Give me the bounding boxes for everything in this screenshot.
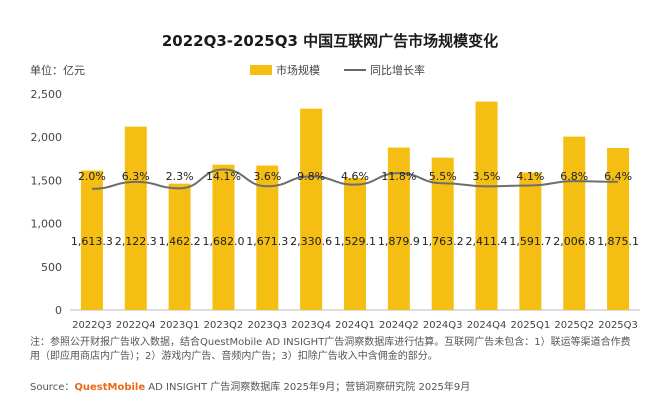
bar-value-label: 2,411.4 — [466, 235, 508, 248]
legend-item-line: 同比增长率 — [344, 62, 425, 78]
bar — [80, 170, 103, 310]
bar — [300, 108, 323, 310]
bar — [124, 126, 147, 311]
x-tick-label: 2023Q2 — [204, 320, 244, 331]
footnote: 注：参照公开财报广告收入数据，结合QuestMobile AD INSIGHT广… — [30, 337, 631, 362]
bar-value-label: 1,529.1 — [334, 235, 376, 248]
x-tick-label: 2024Q3 — [423, 320, 463, 331]
bar-value-label: 1,763.2 — [422, 235, 464, 248]
legend-bar-swatch — [250, 65, 272, 75]
y-tick-label: 1,500 — [31, 174, 63, 187]
x-tick-label: 2024Q2 — [379, 320, 419, 331]
growth-rate-label: 6.8% — [560, 170, 588, 183]
growth-rate-label: 6.4% — [604, 170, 632, 183]
growth-rate-label: 14.1% — [206, 170, 241, 183]
bar — [519, 172, 542, 310]
x-tick-label: 2022Q4 — [116, 320, 156, 331]
bar-value-label: 1,613.3 — [71, 235, 113, 248]
bar — [607, 147, 630, 310]
x-tick-label: 2025Q2 — [554, 320, 594, 331]
growth-rate-label: 2.0% — [78, 170, 106, 183]
bar-value-label: 2,122.3 — [115, 235, 157, 248]
bar — [387, 147, 410, 310]
growth-rate-label: 3.5% — [473, 170, 501, 183]
bar-value-label: 1,591.7 — [509, 235, 551, 248]
chart-title: 2022Q3-2025Q3 中国互联网广告市场规模变化 — [161, 32, 499, 50]
y-tick-label: 0 — [55, 304, 62, 317]
bar-value-label: 1,875.1 — [597, 235, 639, 248]
y-tick-label: 500 — [41, 261, 62, 274]
source-rest: AD INSIGHT 广告洞察数据库 2025年9月；营销洞察研究院 2025年… — [145, 382, 471, 393]
source-prefix: Source： — [30, 382, 75, 393]
y-tick-label: 2,500 — [31, 88, 63, 101]
growth-rate-line — [91, 168, 619, 190]
x-tick-label: 2024Q1 — [335, 320, 375, 331]
bar-value-label: 1,879.9 — [378, 235, 420, 248]
bar — [256, 165, 279, 310]
bar — [168, 183, 191, 310]
bar-value-label: 1,671.3 — [246, 235, 288, 248]
brand-logo-text: QuestMobile — [74, 382, 146, 393]
y-tick-label: 1,000 — [31, 218, 63, 231]
x-tick-label: 2022Q3 — [72, 320, 112, 331]
bar — [563, 136, 586, 310]
growth-rate-label: 4.1% — [516, 170, 544, 183]
x-tick-label: 2023Q4 — [291, 320, 331, 331]
source-line: Source：QuestMobile AD INSIGHT 广告洞察数据库 20… — [30, 378, 470, 393]
legend: 市场规模 同比增长率 — [250, 62, 441, 78]
unit-label: 单位：亿元 — [30, 64, 85, 77]
bar-value-label: 1,462.2 — [159, 235, 201, 248]
legend-line-label: 同比增长率 — [370, 64, 425, 77]
growth-rate-label: 6.3% — [122, 170, 150, 183]
growth-rate-label: 5.5% — [429, 170, 457, 183]
x-tick-label: 2025Q3 — [598, 320, 638, 331]
x-tick-label: 2025Q1 — [511, 320, 551, 331]
growth-rate-label: 9.8% — [297, 170, 325, 183]
bar-value-label: 2,006.8 — [553, 235, 595, 248]
bar-value-label: 1,682.0 — [202, 235, 244, 248]
bar-value-label: 2,330.6 — [290, 235, 332, 248]
x-tick-label: 2023Q3 — [247, 320, 287, 331]
bar — [344, 177, 366, 310]
legend-item-bar: 市场规模 — [250, 62, 320, 78]
legend-bar-label: 市场规模 — [276, 64, 320, 77]
legend-line-swatch — [344, 69, 366, 71]
growth-rate-label: 2.3% — [166, 170, 194, 183]
bar — [431, 157, 454, 310]
growth-rate-label: 4.6% — [341, 170, 369, 183]
bar — [212, 164, 235, 310]
growth-rate-label: 3.6% — [253, 170, 281, 183]
growth-rate-label: 11.8% — [381, 170, 416, 183]
x-tick-label: 2023Q1 — [160, 320, 200, 331]
y-tick-label: 2,000 — [31, 131, 63, 144]
x-tick-label: 2024Q4 — [467, 320, 507, 331]
bar — [475, 101, 498, 311]
